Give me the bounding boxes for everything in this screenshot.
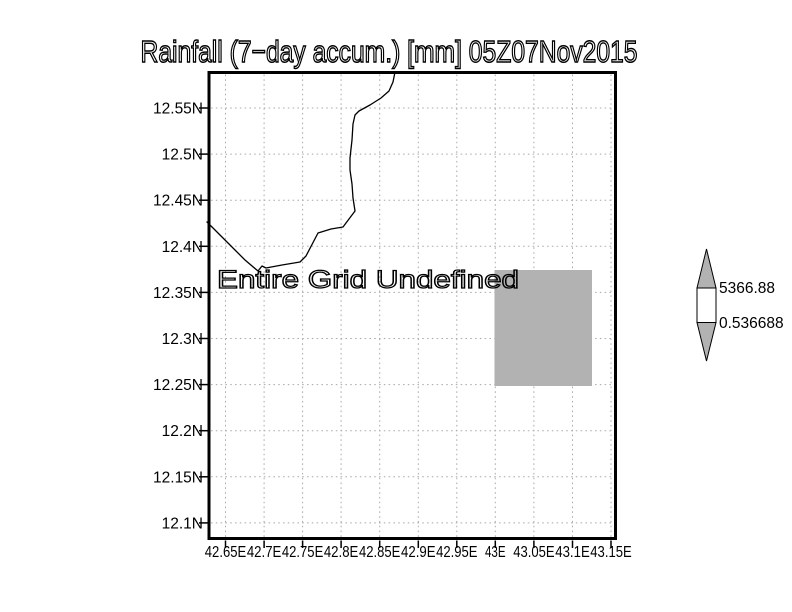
colorbar-range-box (696, 287, 717, 323)
colorbar-lower-arrow (696, 322, 717, 362)
lat-tick-label: 12.2N (162, 423, 203, 440)
lon-tick-label: 43.15E (590, 544, 631, 561)
lat-tick-label: 12.1N (162, 515, 203, 532)
lon-tick-label: 42.8E (324, 544, 359, 561)
lon-tick-label: 43.1E (555, 544, 590, 561)
lat-tick-label: 12.45N (153, 193, 203, 210)
lat-tick-label: 12.4N (162, 239, 203, 256)
lon-tick-label: 42.9E (401, 544, 436, 561)
lon-tick-label: 42.65E (205, 544, 246, 561)
lat-tick-label: 12.35N (153, 285, 203, 302)
plot-title: Rainfall (7−day accum.) [mm] 05Z07Nov201… (141, 34, 638, 69)
lon-tick-label: 42.7E (247, 544, 282, 561)
coastline (206, 71, 396, 272)
map-frame (207, 71, 617, 540)
lon-tick-label: 43.05E (513, 544, 554, 561)
undefined-shaded-region (494, 270, 592, 386)
colorbar: 5366.88 0.536688 (696, 248, 784, 362)
lat-tick-label: 12.55N (153, 101, 203, 118)
lon-tick-label: 42.95E (436, 544, 477, 561)
undefined-message: Entire Grid Undefined (217, 266, 519, 294)
lat-tick-label: 12.3N (162, 331, 203, 348)
colorbar-min-label: 0.536688 (719, 315, 784, 332)
colorbar-upper-arrow (696, 248, 717, 289)
axes-layer: 42.65E 42.7E 42.75E 42.8E 42.85E 42.9E 42.95E 4… (153, 74, 632, 561)
lon-tick-label: 43E (485, 544, 506, 561)
lat-tick-label: 12.15N (153, 469, 203, 486)
lon-tick-label: 42.85E (359, 544, 400, 561)
lon-tick-label: 42.75E (282, 544, 323, 561)
lat-tick-label: 12.5N (162, 147, 203, 164)
lat-tick-label: 12.25N (153, 377, 203, 394)
colorbar-max-label: 5366.88 (719, 280, 775, 297)
